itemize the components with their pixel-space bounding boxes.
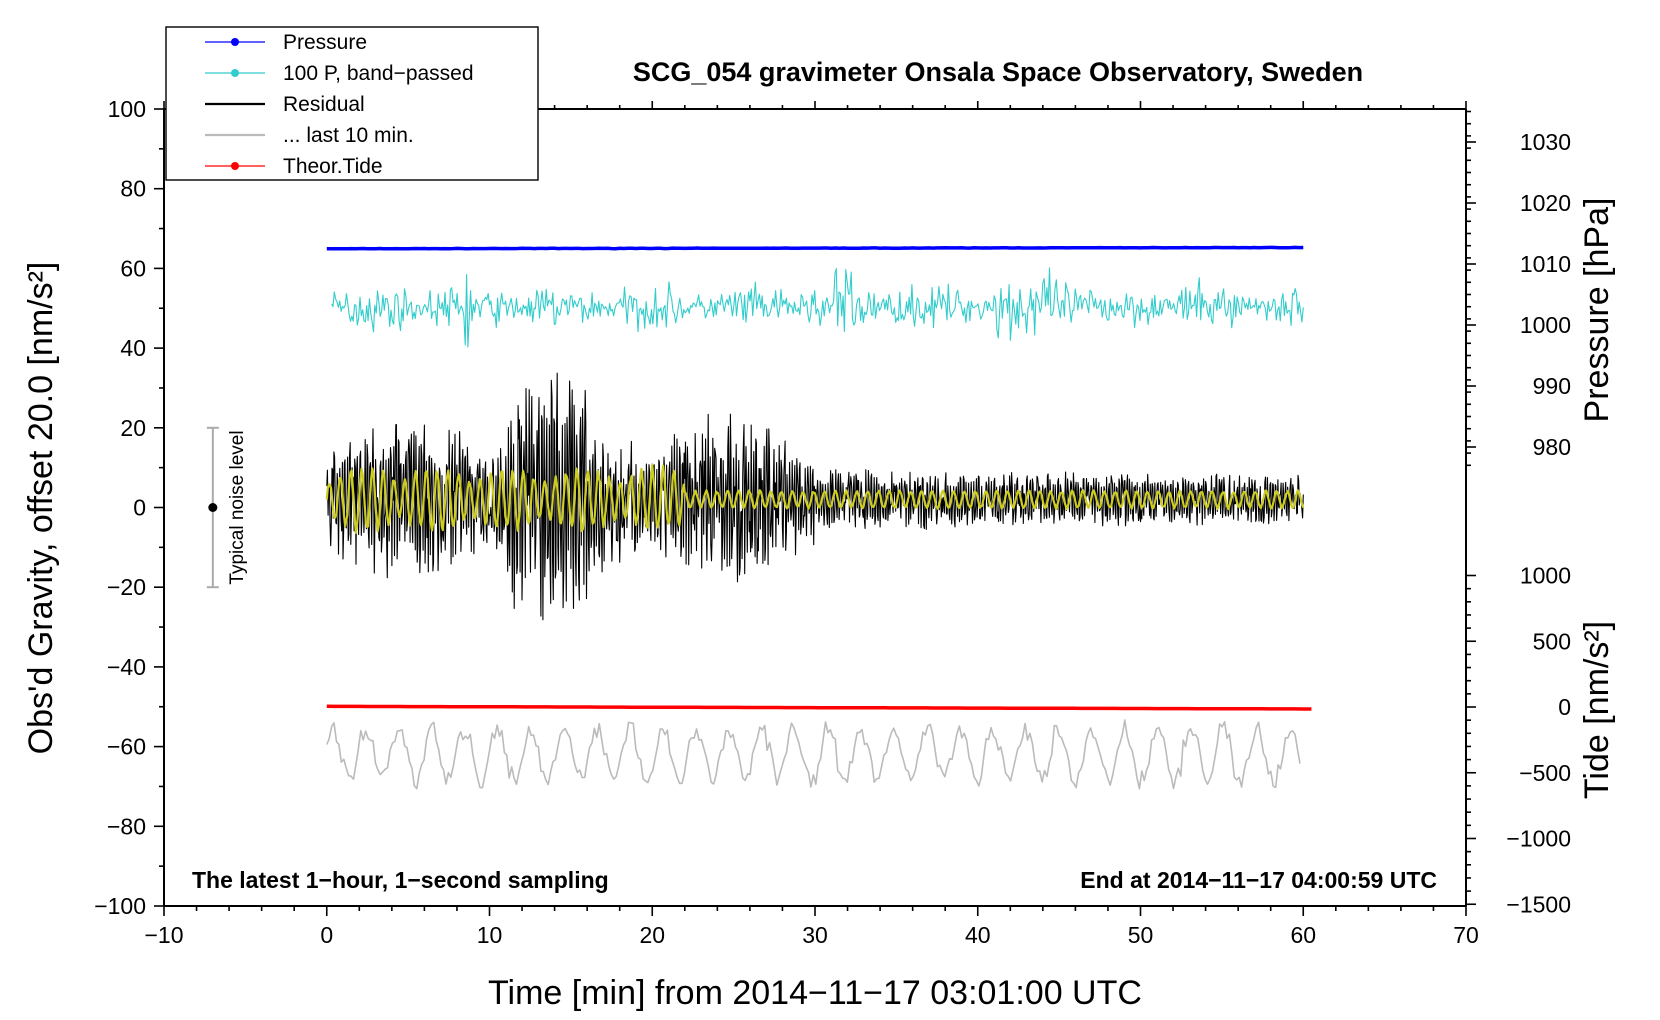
x-tick-label: 0	[320, 922, 333, 948]
series-layer	[325, 245, 1312, 790]
series-last-10-min	[326, 719, 1301, 790]
annotation-sampling: The latest 1−hour, 1−second sampling	[192, 867, 609, 893]
y-axis-title-pressure: Pressure [hPa]	[1578, 198, 1616, 423]
y-tick-label: −40	[107, 654, 146, 680]
noise-center-dot	[208, 503, 218, 512]
legend: Pressure 100 P, band−passed Residual ... la…	[165, 26, 539, 181]
series-residual	[326, 372, 1304, 621]
y-axis-ticks: 100 80 60 40 20 0 −20 −40 −60 −80 −100	[94, 96, 164, 919]
y-tick-label: 100	[108, 96, 146, 122]
y-axis-title-left: Obs'd Gravity, offset 20.0 [nm/s²]	[22, 262, 60, 755]
series-bandpassed-pressure	[331, 267, 1304, 348]
x-tick-label: 20	[639, 922, 665, 948]
x-axis-ticks: −10 0 10 20 30 40 50 60 70	[144, 101, 1479, 948]
y-tick-label: −100	[94, 893, 146, 919]
tide-tick-label: 1000	[1520, 563, 1571, 589]
series-pressure	[326, 245, 1304, 251]
series-residual-smoothed	[325, 463, 1305, 535]
pressure-tick-label: 1000	[1520, 312, 1571, 338]
y-tick-label: 20	[120, 415, 146, 441]
tide-tick-label: −1000	[1506, 826, 1571, 852]
x-tick-label: 30	[802, 922, 828, 948]
noise-indicator: Typical noise level	[206, 426, 248, 589]
legend-label-4: Theor.Tide	[283, 155, 383, 178]
chart-title: SCG_054 gravimeter Onsala Space Observat…	[633, 57, 1363, 87]
legend-label-2: Residual	[283, 93, 365, 116]
y-axis-title-tide: Tide [nm/s²]	[1578, 621, 1616, 799]
legend-label-3: ... last 10 min.	[283, 124, 414, 147]
y-tick-label: −20	[107, 574, 146, 600]
x-tick-label: 40	[965, 922, 991, 948]
legend-marker-4	[231, 162, 239, 170]
noise-label: Typical noise level	[227, 430, 248, 584]
y-tick-label: 80	[120, 176, 146, 202]
legend-marker-1	[231, 69, 239, 77]
tide-tick-label: 500	[1533, 628, 1571, 654]
legend-marker-0	[231, 38, 239, 46]
tide-tick-label: −500	[1519, 760, 1571, 786]
y-tick-label: −80	[107, 813, 146, 839]
x-tick-label: 50	[1128, 922, 1154, 948]
pressure-tick-label: 1030	[1520, 129, 1571, 155]
legend-label-0: Pressure	[283, 31, 367, 54]
pressure-tick-label: 980	[1533, 434, 1571, 460]
x-tick-label: 70	[1453, 922, 1479, 948]
pressure-tick-label: 1020	[1520, 190, 1571, 216]
y-tick-label: 0	[133, 495, 146, 521]
tide-tick-label: 0	[1558, 694, 1571, 720]
tide-axis-ticks: 1000 500 0 −500 −1000 −1500	[1466, 563, 1571, 917]
y-tick-label: 60	[120, 255, 146, 281]
y-tick-label: −60	[107, 734, 146, 760]
x-axis-title: Time [min] from 2014−11−17 03:01:00 UTC	[488, 974, 1142, 1012]
series-theoretical-tide	[326, 704, 1312, 711]
x-tick-label: 10	[477, 922, 503, 948]
y-tick-label: 40	[120, 335, 146, 361]
tide-tick-label: −1500	[1506, 891, 1571, 917]
x-tick-label: −10	[144, 922, 183, 948]
legend-label-1: 100 P, band−passed	[283, 62, 474, 85]
pressure-tick-label: 1010	[1520, 251, 1571, 277]
annotation-end-time: End at 2014−11−17 04:00:59 UTC	[1080, 867, 1437, 893]
pressure-axis-ticks: 1030 1020 1010 1000 990 980	[1466, 110, 1571, 467]
x-tick-label: 60	[1290, 922, 1316, 948]
pressure-tick-label: 990	[1533, 373, 1571, 399]
